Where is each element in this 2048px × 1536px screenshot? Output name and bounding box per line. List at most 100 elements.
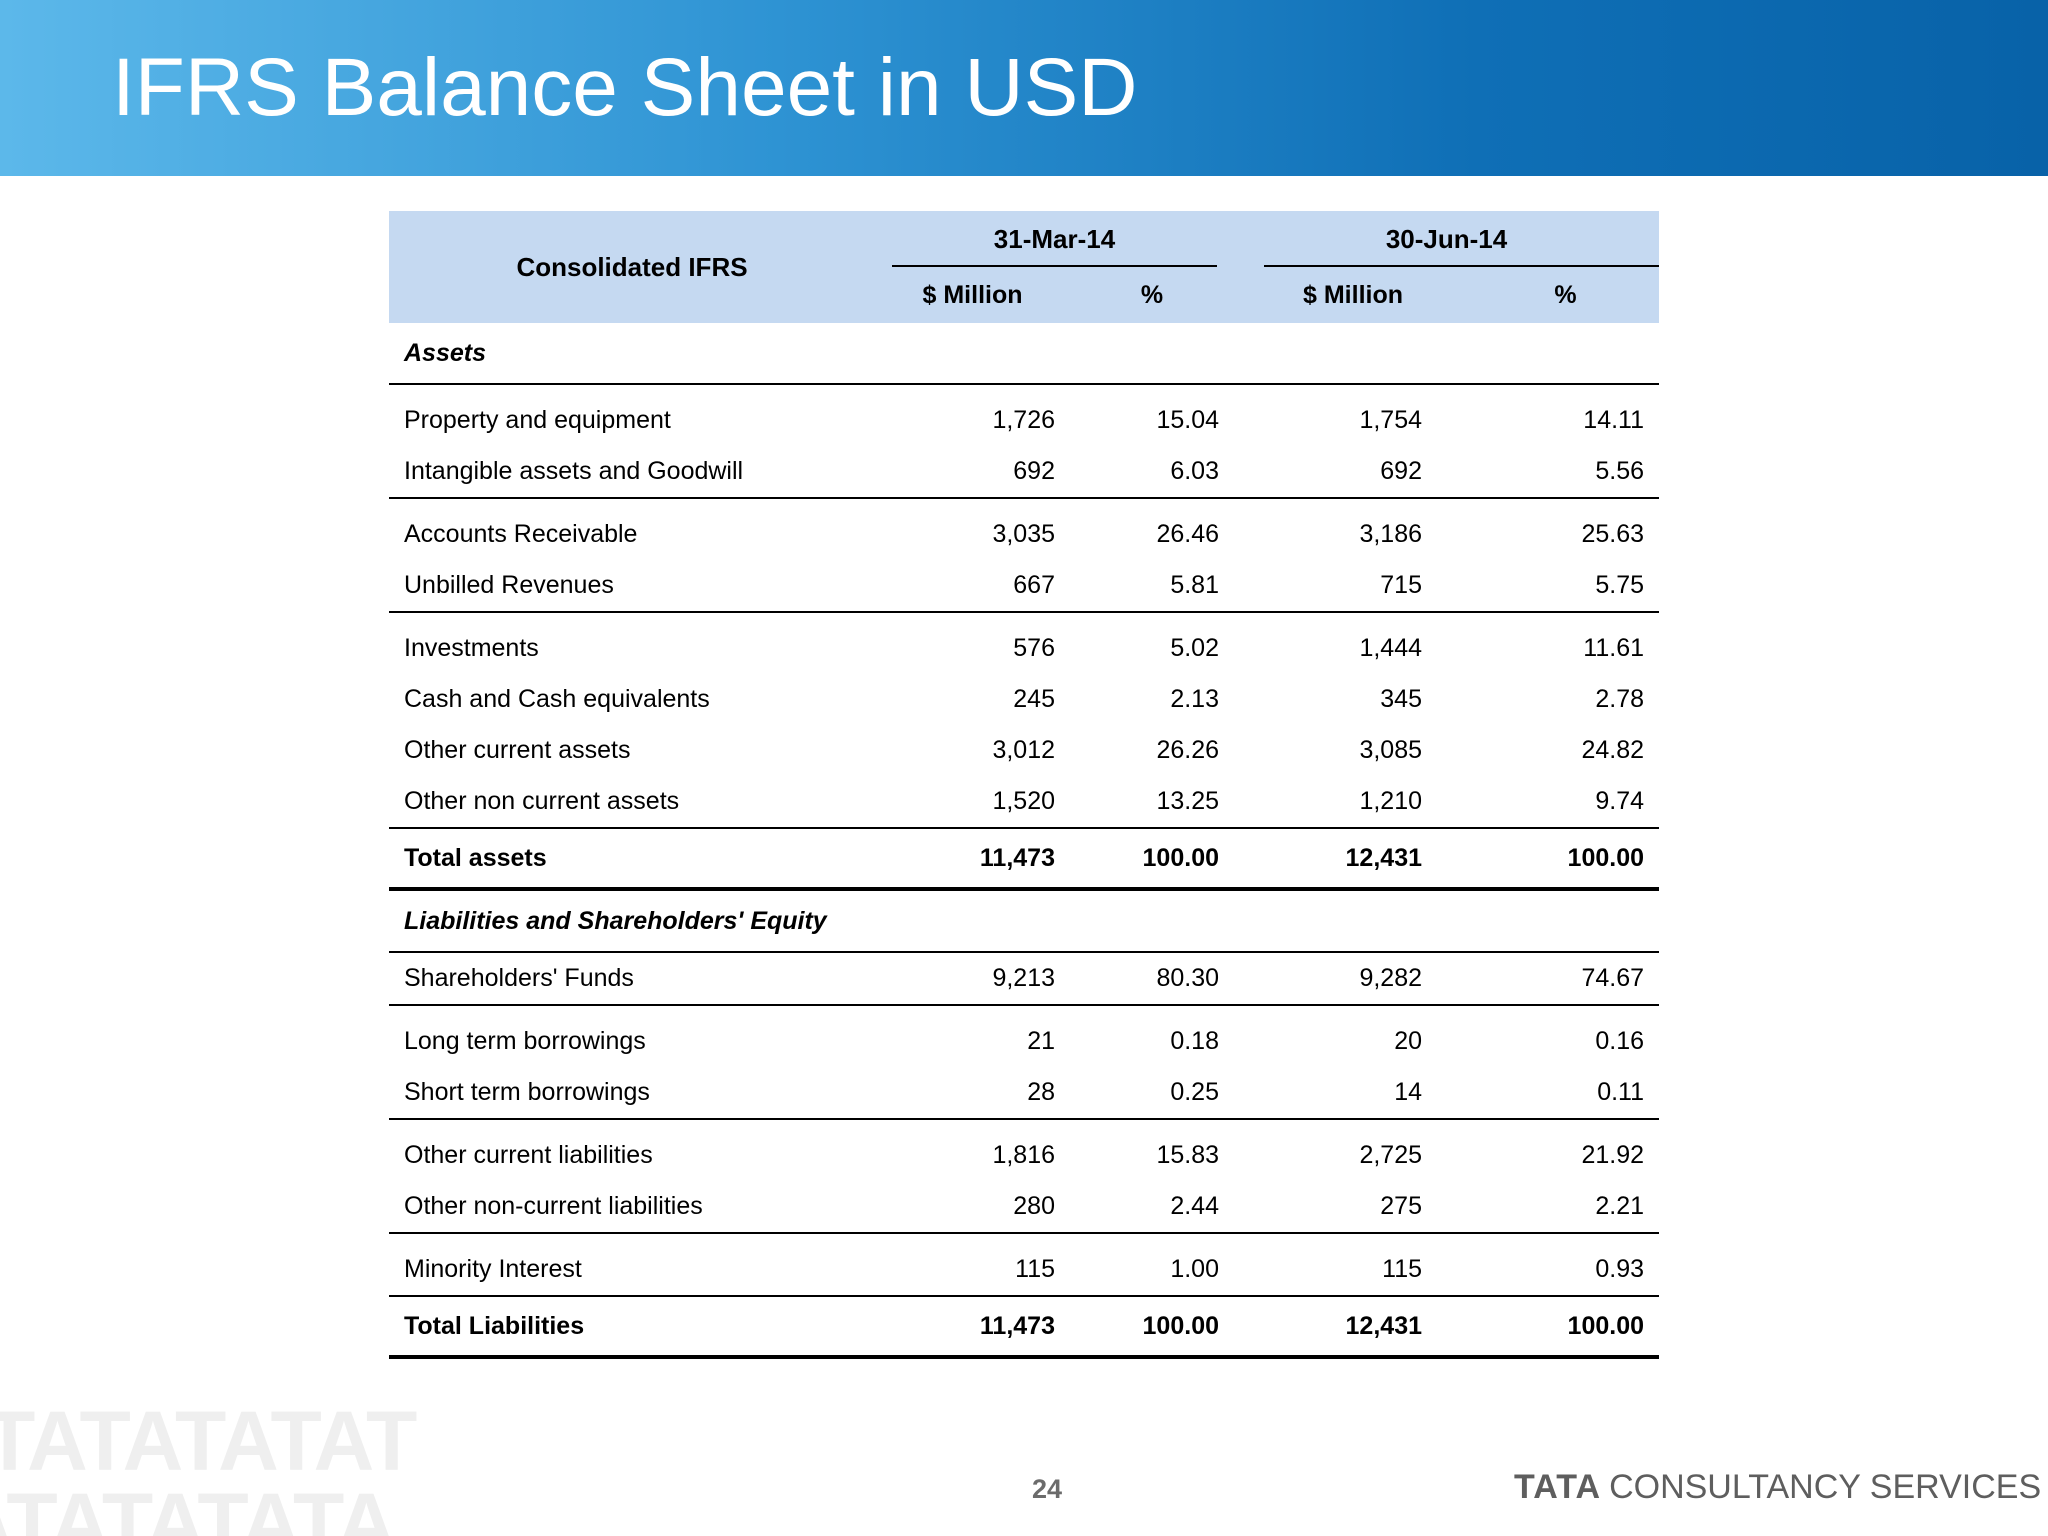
cell-million-mar14: 11,473 (875, 1296, 1070, 1359)
table-row: Other current assets 3,012 26.26 3,085 2… (389, 725, 1659, 776)
table-row: Accounts Receivable 3,035 26.46 3,186 25… (389, 498, 1659, 560)
row-label: Unbilled Revenues (389, 560, 875, 613)
cell-million-mar14: 28 (875, 1067, 1070, 1120)
cell-percent-mar14: 1.00 (1070, 1233, 1234, 1297)
cell-million-mar14: 1,816 (992, 1141, 1055, 1169)
cell-percent-mar14: 5.02 (1170, 634, 1219, 662)
table-row: Short term borrowings 28 0.25 14 0.11 (389, 1067, 1660, 1120)
cell-million-mar14: 1,520 (875, 776, 1070, 829)
cell-percent-mar14: 2.44 (1070, 1181, 1234, 1234)
cell-percent-jun14: 9.74 (1472, 776, 1660, 829)
cell-percent-jun14: 100.00 (1472, 1296, 1660, 1359)
cell-percent-jun14: 21.92 (1581, 1141, 1645, 1169)
table-row: Cash and Cash equivalents 245 2.13 345 2… (389, 674, 1659, 725)
row-label: Intangible assets and Goodwill (389, 446, 875, 499)
table-row: Other non-current liabilities 280 2.44 2… (389, 1181, 1660, 1234)
table-body: Assets Property and equipment 1,726 15.0… (389, 323, 1660, 1359)
period-header-mar14: 31-Mar-14 (875, 211, 1234, 267)
cell-million-mar14: 280 (875, 1181, 1070, 1234)
tcs-logo: TATA CONSULTANCY SERVICES (1514, 1468, 2041, 1507)
cell-million-mar14: 1,726 (992, 406, 1055, 434)
consolidated-ifrs-header: Consolidated IFRS (389, 211, 875, 323)
cell-million-jun14: 9,282 (1234, 952, 1472, 1006)
cell-percent-mar14: 26.26 (1156, 736, 1219, 764)
cell-percent-jun14: 5.56 (1472, 446, 1660, 499)
row-label: Total Liabilities (389, 1296, 875, 1359)
section-label-liabilities: Liabilities and Shareholders' Equity (389, 889, 1660, 953)
cell-million-mar14: 9,213 (875, 952, 1070, 1006)
cell-million-jun14: 12,431 (1234, 1296, 1472, 1359)
cell-percent-jun14: 25.63 (1581, 520, 1645, 548)
cell-million-jun14: 115 (1234, 1233, 1472, 1297)
period-header-jun14: 30-Jun-14 (1234, 211, 1660, 267)
subheader-percent-jun14: % (1472, 267, 1660, 323)
section-label-assets: Assets (389, 323, 1660, 385)
cell-percent-jun14: 5.75 (1472, 560, 1660, 613)
cell-million-mar14: 667 (875, 560, 1070, 613)
cell-percent-jun14: 14.11 (1583, 406, 1645, 434)
table-row: Other non current assets 1,520 13.25 1,2… (389, 776, 1660, 829)
cell-percent-jun14: 24.82 (1581, 736, 1645, 764)
slide-title: IFRS Balance Sheet in USD (112, 42, 1138, 133)
cell-million-jun14: 14 (1234, 1067, 1472, 1120)
cell-million-jun14: 715 (1234, 560, 1472, 613)
cell-million-jun14: 3,186 (1359, 520, 1422, 548)
row-label: Property and equipment (404, 406, 671, 434)
balance-sheet-table-container: Consolidated IFRS 31-Mar-14 30-Jun-14 $ … (389, 211, 1660, 1359)
cell-percent-jun14: 11.61 (1583, 634, 1645, 662)
cell-percent-jun14: 0.93 (1472, 1233, 1660, 1297)
page-number: 24 (1032, 1474, 1063, 1504)
cell-percent-mar14: 80.30 (1070, 952, 1234, 1006)
row-label: Other non-current liabilities (389, 1181, 875, 1234)
tata-watermark: TATATATAT ATATATATA (0, 1404, 504, 1536)
cell-million-jun14: 2,725 (1359, 1141, 1422, 1169)
subheader-percent-mar14: % (1070, 267, 1234, 323)
cell-percent-mar14: 0.18 (1170, 1027, 1219, 1055)
cell-percent-mar14: 26.46 (1156, 520, 1219, 548)
cell-million-mar14: 11,473 (875, 828, 1070, 891)
table-row-total-liabilities: Total Liabilities 11,473 100.00 12,431 1… (389, 1296, 1660, 1359)
cell-percent-mar14: 0.25 (1070, 1067, 1234, 1120)
table-row: Property and equipment 1,726 15.04 1,754… (389, 384, 1659, 446)
svg-text:ATATATATA: ATATATATA (0, 1476, 395, 1536)
cell-million-jun14: 1,444 (1359, 634, 1422, 662)
tata-watermark-graphic: TATATATAT ATATATATA (0, 1404, 419, 1536)
balance-sheet-table: Consolidated IFRS 31-Mar-14 30-Jun-14 $ … (389, 211, 1660, 1359)
cell-million-mar14: 576 (1013, 634, 1055, 662)
cell-million-mar14: 245 (1013, 685, 1055, 713)
cell-million-jun14: 345 (1380, 685, 1422, 713)
section-row-liabilities: Liabilities and Shareholders' Equity (389, 889, 1660, 953)
row-label: Long term borrowings (404, 1027, 646, 1055)
cell-million-jun14: 692 (1234, 446, 1472, 499)
cell-million-jun14: 12,431 (1234, 828, 1472, 891)
table-row: Intangible assets and Goodwill 692 6.03 … (389, 446, 1660, 499)
cell-percent-jun14: 74.67 (1472, 952, 1660, 1006)
table-row: Other current liabilities 1,816 15.83 2,… (389, 1119, 1659, 1181)
row-label: Shareholders' Funds (389, 952, 875, 1006)
cell-percent-mar14: 100.00 (1070, 1296, 1234, 1359)
cell-million-jun14: 1,754 (1359, 406, 1422, 434)
row-label: Other non current assets (389, 776, 875, 829)
cell-percent-mar14: 6.03 (1070, 446, 1234, 499)
cell-million-jun14: 20 (1394, 1027, 1422, 1055)
table-row: Minority Interest 115 1.00 115 0.93 (389, 1233, 1660, 1297)
table-row: Investments 576 5.02 1,444 11.61 (389, 612, 1659, 674)
cell-percent-mar14: 2.13 (1170, 685, 1219, 713)
tcs-logo-tata: TATA (1514, 1468, 1602, 1506)
cell-million-mar14: 3,035 (992, 520, 1055, 548)
cell-percent-jun14: 100.00 (1472, 828, 1660, 891)
row-label: Cash and Cash equivalents (404, 685, 710, 713)
table-header: Consolidated IFRS 31-Mar-14 30-Jun-14 $ … (389, 211, 1660, 323)
cell-percent-mar14: 15.83 (1156, 1141, 1219, 1169)
row-label: Short term borrowings (389, 1067, 875, 1120)
row-label: Other current liabilities (404, 1141, 653, 1169)
cell-percent-jun14: 0.11 (1472, 1067, 1660, 1120)
cell-percent-jun14: 0.16 (1595, 1027, 1645, 1055)
row-label: Total assets (389, 828, 875, 891)
table-row: Unbilled Revenues 667 5.81 715 5.75 (389, 560, 1660, 613)
row-label: Other current assets (404, 736, 631, 764)
table-row: Long term borrowings 21 0.18 20 0.16 (389, 1005, 1659, 1067)
subheader-million-mar14: $ Million (875, 267, 1070, 323)
cell-percent-mar14: 15.04 (1156, 406, 1219, 434)
row-label: Minority Interest (389, 1233, 875, 1297)
